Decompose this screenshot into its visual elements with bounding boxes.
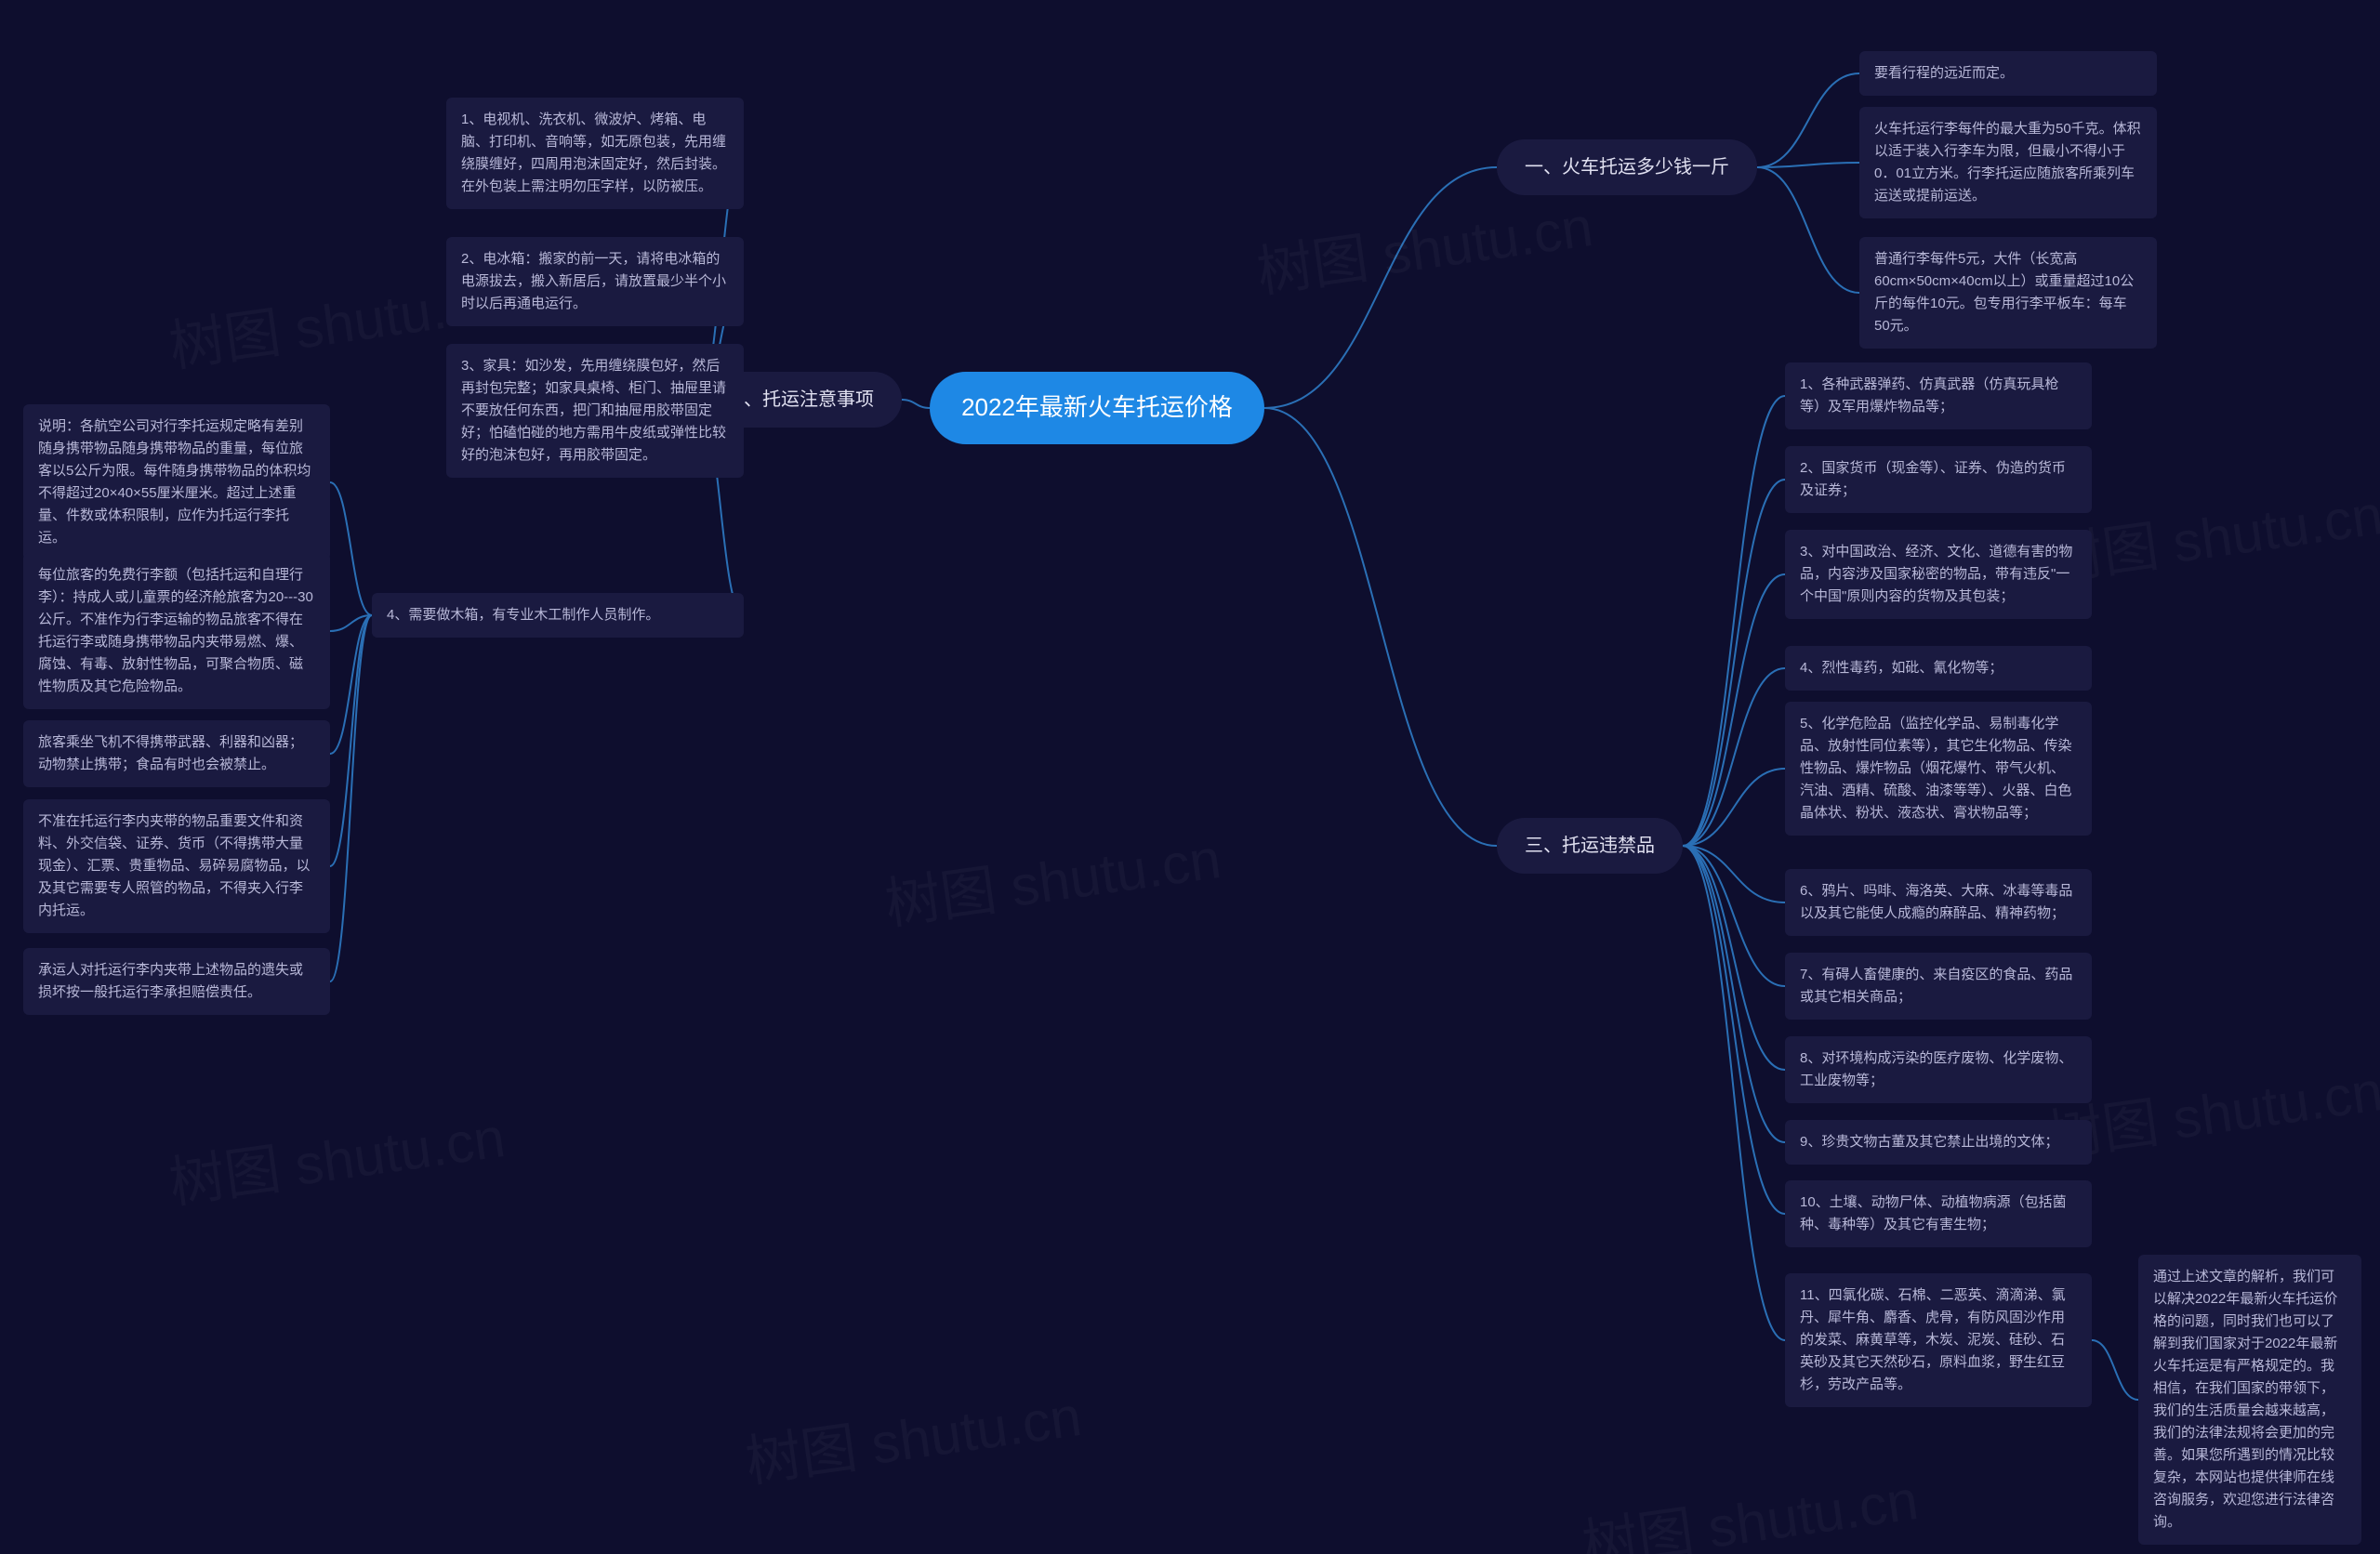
leaf-node-b2_4_1: 说明：各航空公司对行李托运规定略有差别随身携带物品随身携带物品的重量，每位旅客以… (23, 404, 330, 560)
connector (330, 482, 372, 615)
connector (330, 615, 372, 866)
branch-node-b3-label: 三、托运违禁品 (1525, 836, 1655, 856)
root-node-label: 2022年最新火车托运价格 (961, 393, 1233, 421)
leaf-node-b3_11: 11、四氯化碳、石棉、二恶英、滴滴涕、氯丹、犀牛角、麝香、虎骨，有防风固沙作用的… (1785, 1273, 2092, 1407)
connector (1683, 846, 1785, 1340)
connector (330, 615, 372, 631)
leaf-node-b3_6: 6、鸦片、吗啡、海洛英、大麻、冰毒等毒品以及其它能使人成瘾的麻醉品、精神药物； (1785, 869, 2092, 936)
leaf-node-b1_2: 火车托运行李每件的最大重为50千克。体积以适于装入行李车为限，但最小不得小于0．… (1859, 107, 2157, 218)
watermark: 树图 shutu.cn (164, 1092, 509, 1219)
leaf-node-b2_4_5-label: 承运人对托运行李内夹带上述物品的遗失或损坏按一般托运行李承担赔偿责任。 (38, 962, 303, 1000)
leaf-node-b2_4_2-label: 每位旅客的免费行李额（包括托运和自理行李）：持成人或儿童票的经济舱旅客为20--… (38, 567, 313, 694)
leaf-node-b2_4_1-label: 说明：各航空公司对行李托运规定略有差别随身携带物品随身携带物品的重量，每位旅客以… (38, 418, 311, 546)
watermark: 树图 shutu.cn (1577, 1455, 1923, 1554)
leaf-node-b1_1: 要看行程的远近而定。 (1859, 51, 2157, 96)
leaf-node-b3_9: 9、珍贵文物古董及其它禁止出境的文体； (1785, 1120, 2092, 1165)
leaf-node-b3_11_1-label: 通过上述文章的解析，我们可以解决2022年最新火车托运价格的问题，同时我们也可以… (2153, 1269, 2337, 1530)
leaf-node-b1_3-label: 普通行李每件5元，大件（长宽高60cm×50cm×40cm以上）或重量超过10公… (1874, 251, 2134, 334)
connector (1757, 167, 1859, 293)
leaf-node-b2_3: 3、家具：如沙发，先用缠绕膜包好，然后再封包完整；如家具桌椅、柜门、抽屉里请不要… (446, 344, 744, 478)
leaf-node-b3_11_1: 通过上述文章的解析，我们可以解决2022年最新火车托运价格的问题，同时我们也可以… (2138, 1255, 2361, 1545)
leaf-node-b2_4_2: 每位旅客的免费行李额（包括托运和自理行李）：持成人或儿童票的经济舱旅客为20--… (23, 553, 330, 709)
branch-node-b2-label: 二、托运注意事项 (725, 389, 874, 410)
watermark: 树图 shutu.cn (879, 813, 1225, 941)
connector (1683, 574, 1785, 846)
leaf-node-b2_4: 4、需要做木箱，有专业木工制作人员制作。 (372, 593, 744, 638)
leaf-node-b3_9-label: 9、珍贵文物古董及其它禁止出境的文体； (1800, 1134, 2058, 1150)
leaf-node-b2_4_4: 不准在托运行李内夹带的物品重要文件和资料、外交信袋、证券、货币（不得携带大量现金… (23, 799, 330, 933)
leaf-node-b1_1-label: 要看行程的远近而定。 (1874, 65, 2014, 81)
connector (902, 400, 930, 408)
watermark: 树图 shutu.cn (2042, 469, 2380, 597)
leaf-node-b3_4: 4、烈性毒药，如砒、氰化物等； (1785, 646, 2092, 691)
connector (1683, 846, 1785, 1070)
leaf-node-b3_8: 8、对环境构成污染的医疗废物、化学废物、工业废物等； (1785, 1036, 2092, 1103)
leaf-node-b2_3-label: 3、家具：如沙发，先用缠绕膜包好，然后再封包完整；如家具桌椅、柜门、抽屉里请不要… (461, 358, 726, 463)
branch-node-b1[interactable]: 一、火车托运多少钱一斤 (1497, 139, 1757, 195)
connector (1683, 769, 1785, 846)
branch-node-b3[interactable]: 三、托运违禁品 (1497, 818, 1683, 874)
leaf-node-b2_1-label: 1、电视机、洗衣机、微波炉、烤箱、电脑、打印机、音响等，如无原包装，先用缠绕膜缠… (461, 112, 726, 194)
connector (1683, 846, 1785, 1214)
leaf-node-b2_4_3-label: 旅客乘坐飞机不得携带武器、利器和凶器；动物禁止携带；食品有时也会被禁止。 (38, 734, 303, 772)
connector (1757, 163, 1859, 167)
leaf-node-b3_7: 7、有碍人畜健康的、来自疫区的食品、药品或其它相关商品； (1785, 953, 2092, 1020)
leaf-node-b3_10-label: 10、土壤、动物尸体、动植物病源（包括菌种、毒种等）及其它有害生物； (1800, 1194, 2067, 1232)
leaf-node-b3_10: 10、土壤、动物尸体、动植物病源（包括菌种、毒种等）及其它有害生物； (1785, 1180, 2092, 1247)
connector (330, 615, 372, 754)
branch-node-b1-label: 一、火车托运多少钱一斤 (1525, 157, 1729, 178)
leaf-node-b3_1: 1、各种武器弹药、仿真武器（仿真玩具枪等）及军用爆炸物品等； (1785, 362, 2092, 429)
watermark: 树图 shutu.cn (740, 1371, 1086, 1498)
connector (1264, 167, 1497, 408)
leaf-node-b3_5: 5、化学危险品（监控化学品、易制毒化学品、放射性同位素等），其它生化物品、传染性… (1785, 702, 2092, 836)
leaf-node-b3_8-label: 8、对环境构成污染的医疗废物、化学废物、工业废物等； (1800, 1050, 2072, 1088)
leaf-node-b3_5-label: 5、化学危险品（监控化学品、易制毒化学品、放射性同位素等），其它生化物品、传染性… (1800, 716, 2072, 821)
connector (1683, 846, 1785, 986)
leaf-node-b3_7-label: 7、有碍人畜健康的、来自疫区的食品、药品或其它相关商品； (1800, 967, 2072, 1005)
connector (330, 615, 372, 981)
leaf-node-b2_2: 2、电冰箱：搬家的前一天，请将电冰箱的电源拔去，搬入新居后，请放置最少半个小时以… (446, 237, 744, 326)
connector (1757, 73, 1859, 167)
leaf-node-b3_3: 3、对中国政治、经济、文化、道德有害的物品，内容涉及国家秘密的物品，带有违反"一… (1785, 530, 2092, 619)
leaf-node-b2_2-label: 2、电冰箱：搬家的前一天，请将电冰箱的电源拔去，搬入新居后，请放置最少半个小时以… (461, 251, 726, 311)
leaf-node-b1_2-label: 火车托运行李每件的最大重为50千克。体积以适于装入行李车为限，但最小不得小于0．… (1874, 121, 2141, 204)
leaf-node-b3_1-label: 1、各种武器弹药、仿真武器（仿真玩具枪等）及军用爆炸物品等； (1800, 376, 2058, 415)
leaf-node-b2_4_4-label: 不准在托运行李内夹带的物品重要文件和资料、外交信袋、证券、货币（不得携带大量现金… (38, 813, 311, 918)
leaf-node-b2_4_3: 旅客乘坐飞机不得携带武器、利器和凶器；动物禁止携带；食品有时也会被禁止。 (23, 720, 330, 787)
connector (1683, 668, 1785, 846)
connector (1683, 846, 1785, 1142)
leaf-node-b3_4-label: 4、烈性毒药，如砒、氰化物等； (1800, 660, 2003, 676)
leaf-node-b3_11-label: 11、四氯化碳、石棉、二恶英、滴滴涕、氯丹、犀牛角、麝香、虎骨，有防风固沙作用的… (1800, 1287, 2066, 1392)
leaf-node-b3_2: 2、国家货币（现金等）、证券、伪造的货币及证券； (1785, 446, 2092, 513)
mindmap-canvas: 树图 shutu.cn 树图 shutu.cn 树图 shutu.cn 树图 shut… (0, 0, 2380, 1554)
leaf-node-b1_3: 普通行李每件5元，大件（长宽高60cm×50cm×40cm以上）或重量超过10公… (1859, 237, 2157, 349)
connector (1264, 408, 1497, 846)
leaf-node-b2_4_5: 承运人对托运行李内夹带上述物品的遗失或损坏按一般托运行李承担赔偿责任。 (23, 948, 330, 1015)
leaf-node-b3_3-label: 3、对中国政治、经济、文化、道德有害的物品，内容涉及国家秘密的物品，带有违反"一… (1800, 544, 2072, 604)
leaf-node-b2_4-label: 4、需要做木箱，有专业木工制作人员制作。 (387, 607, 659, 623)
connector (1683, 396, 1785, 846)
root-node[interactable]: 2022年最新火车托运价格 (930, 372, 1264, 444)
connector (1683, 846, 1785, 902)
leaf-node-b3_6-label: 6、鸦片、吗啡、海洛英、大麻、冰毒等毒品以及其它能使人成瘾的麻醉品、精神药物； (1800, 883, 2072, 921)
watermark: 树图 shutu.cn (2042, 1046, 2380, 1173)
leaf-node-b3_2-label: 2、国家货币（现金等）、证券、伪造的货币及证券； (1800, 460, 2066, 498)
leaf-node-b2_1: 1、电视机、洗衣机、微波炉、烤箱、电脑、打印机、音响等，如无原包装，先用缠绕膜缠… (446, 98, 744, 209)
watermark: 树图 shutu.cn (1251, 181, 1597, 309)
connector (1683, 480, 1785, 846)
connector (2092, 1340, 2138, 1400)
